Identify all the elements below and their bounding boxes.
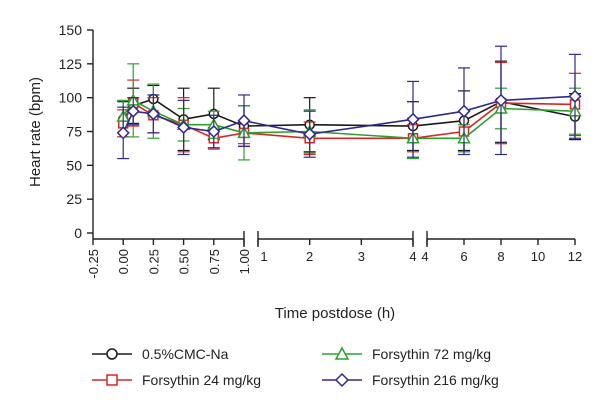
data-point xyxy=(568,89,582,103)
x-axis-title: Time postdose (h) xyxy=(275,305,395,322)
x-tick-label: 0.50 xyxy=(177,249,192,274)
data-point xyxy=(116,126,130,140)
x-tick-label: 2 xyxy=(306,249,313,264)
x-tick-label: 6 xyxy=(460,249,467,264)
axes: 0 25 50 75 100 125 150 -0.25 0.00 0.25 0.50 0.75 1.0… xyxy=(59,22,583,279)
legend-marker xyxy=(334,372,350,388)
data-point xyxy=(457,104,471,118)
data-point xyxy=(207,124,221,139)
x-tick-label: -0.25 xyxy=(86,249,101,279)
data-point xyxy=(126,104,140,118)
legend-marker xyxy=(334,346,350,360)
data-point xyxy=(146,107,160,121)
series-4 xyxy=(116,45,582,160)
x-tick-label: 1.00 xyxy=(237,249,252,274)
legend-label: Forsythin 72 mg/kg xyxy=(372,346,491,362)
data-point xyxy=(237,114,251,128)
series-3 xyxy=(116,63,582,161)
legend-label: Forsythin 216 mg/kg xyxy=(372,372,499,388)
x-tick-label: 0.25 xyxy=(146,249,161,274)
series-line xyxy=(122,99,576,140)
data-point xyxy=(303,127,317,141)
x-tick-label: 4 xyxy=(421,249,428,264)
y-tick-label: 75 xyxy=(66,124,82,140)
data-point xyxy=(406,112,420,126)
legend-marker xyxy=(106,348,118,360)
x-tick-label: 0.00 xyxy=(116,249,131,274)
x-tick-label: 8 xyxy=(497,249,504,264)
legend-item: 0.5%CMC-Na xyxy=(92,346,229,362)
series-area xyxy=(116,45,582,161)
data-point xyxy=(494,93,508,107)
legend-label: Forsythin 24 mg/kg xyxy=(142,372,261,388)
y-tick-label: 25 xyxy=(66,191,82,207)
legend: 0.5%CMC-Na Forsythin 24 mg/kg Forsythin 72… xyxy=(92,346,499,388)
legend-marker xyxy=(106,374,118,386)
y-tick-label: 150 xyxy=(59,22,83,38)
series-line xyxy=(122,95,576,136)
y-tick-label: 100 xyxy=(59,90,83,106)
legend-item: Forsythin 72 mg/kg xyxy=(322,346,491,362)
y-tick-label: 0 xyxy=(74,225,82,241)
data-point xyxy=(177,120,191,135)
x-tick-label: 0.75 xyxy=(207,249,222,274)
y-tick-label: 125 xyxy=(59,56,83,72)
legend-item: Forsythin 24 mg/kg xyxy=(92,372,261,388)
legend-item: Forsythin 216 mg/kg xyxy=(322,372,499,388)
y-axis-title: Heart rate (bpm) xyxy=(27,77,44,187)
legend-label: 0.5%CMC-Na xyxy=(142,346,229,362)
x-tick-label: 10 xyxy=(531,249,545,264)
x-tick-label: 4 xyxy=(409,249,416,264)
x-tick-label: 12 xyxy=(568,249,582,264)
x-tick-label: 1 xyxy=(260,249,267,264)
y-tick-label: 50 xyxy=(66,157,82,173)
x-tick-label: 3 xyxy=(358,249,365,264)
